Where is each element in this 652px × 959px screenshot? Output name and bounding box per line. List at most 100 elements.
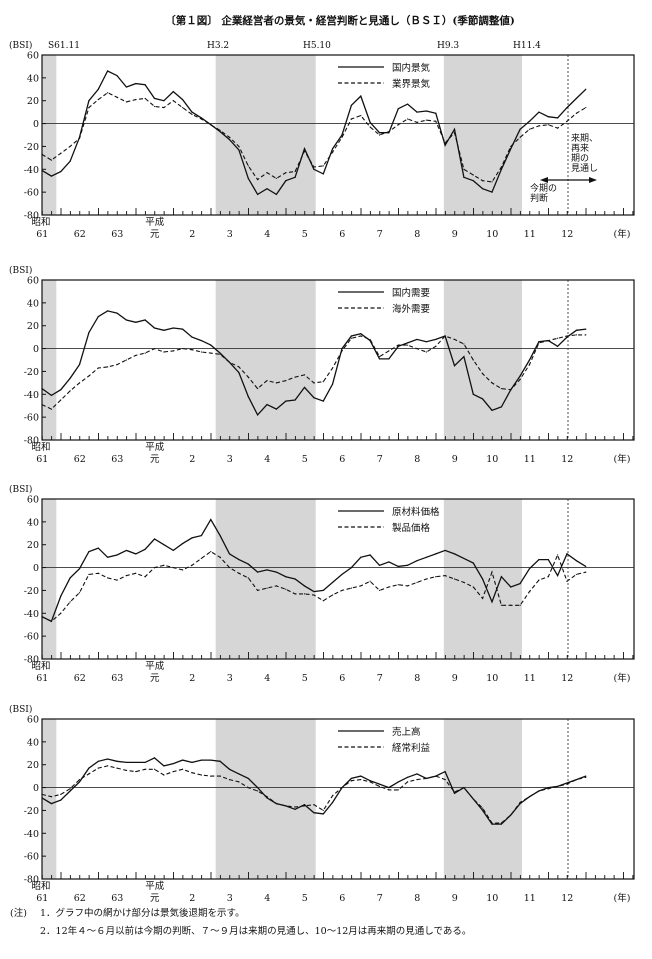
y-tick-label: 60 xyxy=(27,715,39,726)
x-tick-label: 61 xyxy=(36,454,48,465)
data-point xyxy=(453,132,456,134)
data-point xyxy=(472,586,474,588)
data-point xyxy=(322,813,324,815)
data-point xyxy=(210,518,212,521)
data-point xyxy=(538,558,540,561)
data-point xyxy=(463,557,465,560)
data-point xyxy=(463,355,465,358)
data-point xyxy=(247,563,249,565)
data-point xyxy=(397,789,399,791)
data-point xyxy=(510,586,512,588)
data-point xyxy=(50,394,52,397)
data-point xyxy=(332,801,334,804)
data-point xyxy=(566,106,568,109)
current-judgment-label: 判断 xyxy=(530,192,548,204)
data-point xyxy=(482,180,484,182)
x-tick-label: 5 xyxy=(302,229,308,240)
x-tick-label: 3 xyxy=(227,229,233,240)
data-point xyxy=(163,100,165,102)
x-tick-label: 6 xyxy=(339,229,345,240)
data-point xyxy=(228,136,231,138)
data-point xyxy=(538,111,540,113)
data-point xyxy=(575,560,577,562)
data-point xyxy=(585,565,587,568)
y-tick-label: -60 xyxy=(24,413,39,424)
recession-shading xyxy=(215,280,316,440)
data-point xyxy=(144,548,146,550)
x-tick-label: 元 xyxy=(150,454,160,465)
recession-shading xyxy=(42,280,57,440)
data-point xyxy=(163,774,165,776)
y-tick-label: 0 xyxy=(33,119,39,130)
data-point xyxy=(153,768,156,770)
data-point xyxy=(313,594,315,596)
data-point xyxy=(341,347,343,350)
x-tick-label: 62 xyxy=(74,893,86,904)
x-tick-label: 61 xyxy=(36,229,48,240)
y-tick-label: -40 xyxy=(24,829,39,840)
data-point xyxy=(182,106,184,109)
data-point xyxy=(200,351,202,353)
data-point xyxy=(585,328,587,330)
data-point xyxy=(200,534,202,537)
legend-label: 海外需要 xyxy=(392,303,430,315)
data-point xyxy=(416,338,418,341)
data-point xyxy=(332,367,334,369)
x-tick-label: 元 xyxy=(150,673,160,684)
recession-date-label: H5.10 xyxy=(303,41,331,51)
data-point xyxy=(144,768,146,770)
data-point xyxy=(566,120,568,122)
data-point xyxy=(388,130,390,133)
data-point xyxy=(125,359,127,361)
data-point xyxy=(341,589,343,592)
data-point xyxy=(210,352,212,354)
forecast-label: 期の xyxy=(571,153,589,164)
data-point xyxy=(135,770,137,773)
data-point xyxy=(238,145,240,148)
data-point xyxy=(528,590,531,593)
data-point xyxy=(388,789,390,791)
data-point xyxy=(407,342,409,344)
data-point xyxy=(425,110,427,112)
data-point xyxy=(369,781,371,783)
y-tick-label: 20 xyxy=(27,540,39,551)
data-point xyxy=(266,403,268,406)
x-tick-label: 11 xyxy=(524,673,536,684)
data-point xyxy=(60,170,62,173)
data-point xyxy=(50,620,52,622)
data-point xyxy=(369,580,371,582)
data-point xyxy=(50,802,52,805)
data-point xyxy=(444,778,446,781)
recession-shading xyxy=(215,499,316,659)
data-point xyxy=(219,760,221,762)
era-label-showa: 昭和 xyxy=(31,881,50,892)
data-point xyxy=(472,174,474,176)
data-point xyxy=(444,770,446,773)
arrow-left-icon xyxy=(540,177,548,183)
data-point xyxy=(69,601,71,603)
x-axis-unit: (年) xyxy=(614,672,631,684)
data-point xyxy=(332,794,334,797)
data-point xyxy=(378,564,381,566)
data-point xyxy=(97,98,99,101)
data-point xyxy=(219,130,221,133)
data-point xyxy=(416,773,418,775)
data-point xyxy=(135,354,137,357)
data-point xyxy=(285,180,287,182)
data-point xyxy=(257,387,259,390)
data-point xyxy=(332,581,334,584)
legend-label: 売上高 xyxy=(392,726,421,738)
data-point xyxy=(547,124,549,126)
x-tick-label: 7 xyxy=(377,454,383,465)
data-point xyxy=(247,786,249,789)
data-point xyxy=(425,777,427,780)
y-tick-label: -80 xyxy=(24,875,39,886)
data-point xyxy=(378,358,381,360)
data-point xyxy=(435,775,437,777)
x-tick-label: 元 xyxy=(150,229,160,240)
x-tick-label: 9 xyxy=(452,454,458,465)
data-point xyxy=(172,762,174,765)
data-point xyxy=(491,409,493,411)
y-tick-label: -40 xyxy=(24,609,39,620)
data-point xyxy=(41,797,43,799)
